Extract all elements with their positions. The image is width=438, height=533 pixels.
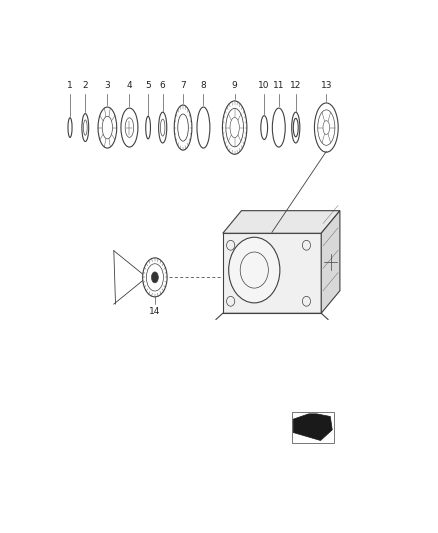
Text: 10: 10 [258, 81, 270, 90]
Text: 8: 8 [201, 81, 206, 90]
Text: 6: 6 [160, 81, 166, 90]
Polygon shape [321, 211, 340, 313]
Ellipse shape [152, 272, 158, 283]
Text: 5: 5 [145, 81, 151, 90]
Text: 13: 13 [321, 81, 332, 90]
Text: 3: 3 [105, 81, 110, 90]
Polygon shape [223, 233, 321, 313]
Text: 12: 12 [290, 81, 301, 90]
Polygon shape [293, 414, 332, 440]
Text: 14: 14 [149, 307, 161, 316]
Polygon shape [223, 211, 340, 233]
Text: 9: 9 [232, 81, 237, 90]
Text: 7: 7 [180, 81, 186, 90]
Text: 4: 4 [127, 81, 132, 90]
Text: 2: 2 [82, 81, 88, 90]
Text: 1: 1 [67, 81, 73, 90]
Text: 11: 11 [273, 81, 285, 90]
Ellipse shape [229, 237, 280, 303]
